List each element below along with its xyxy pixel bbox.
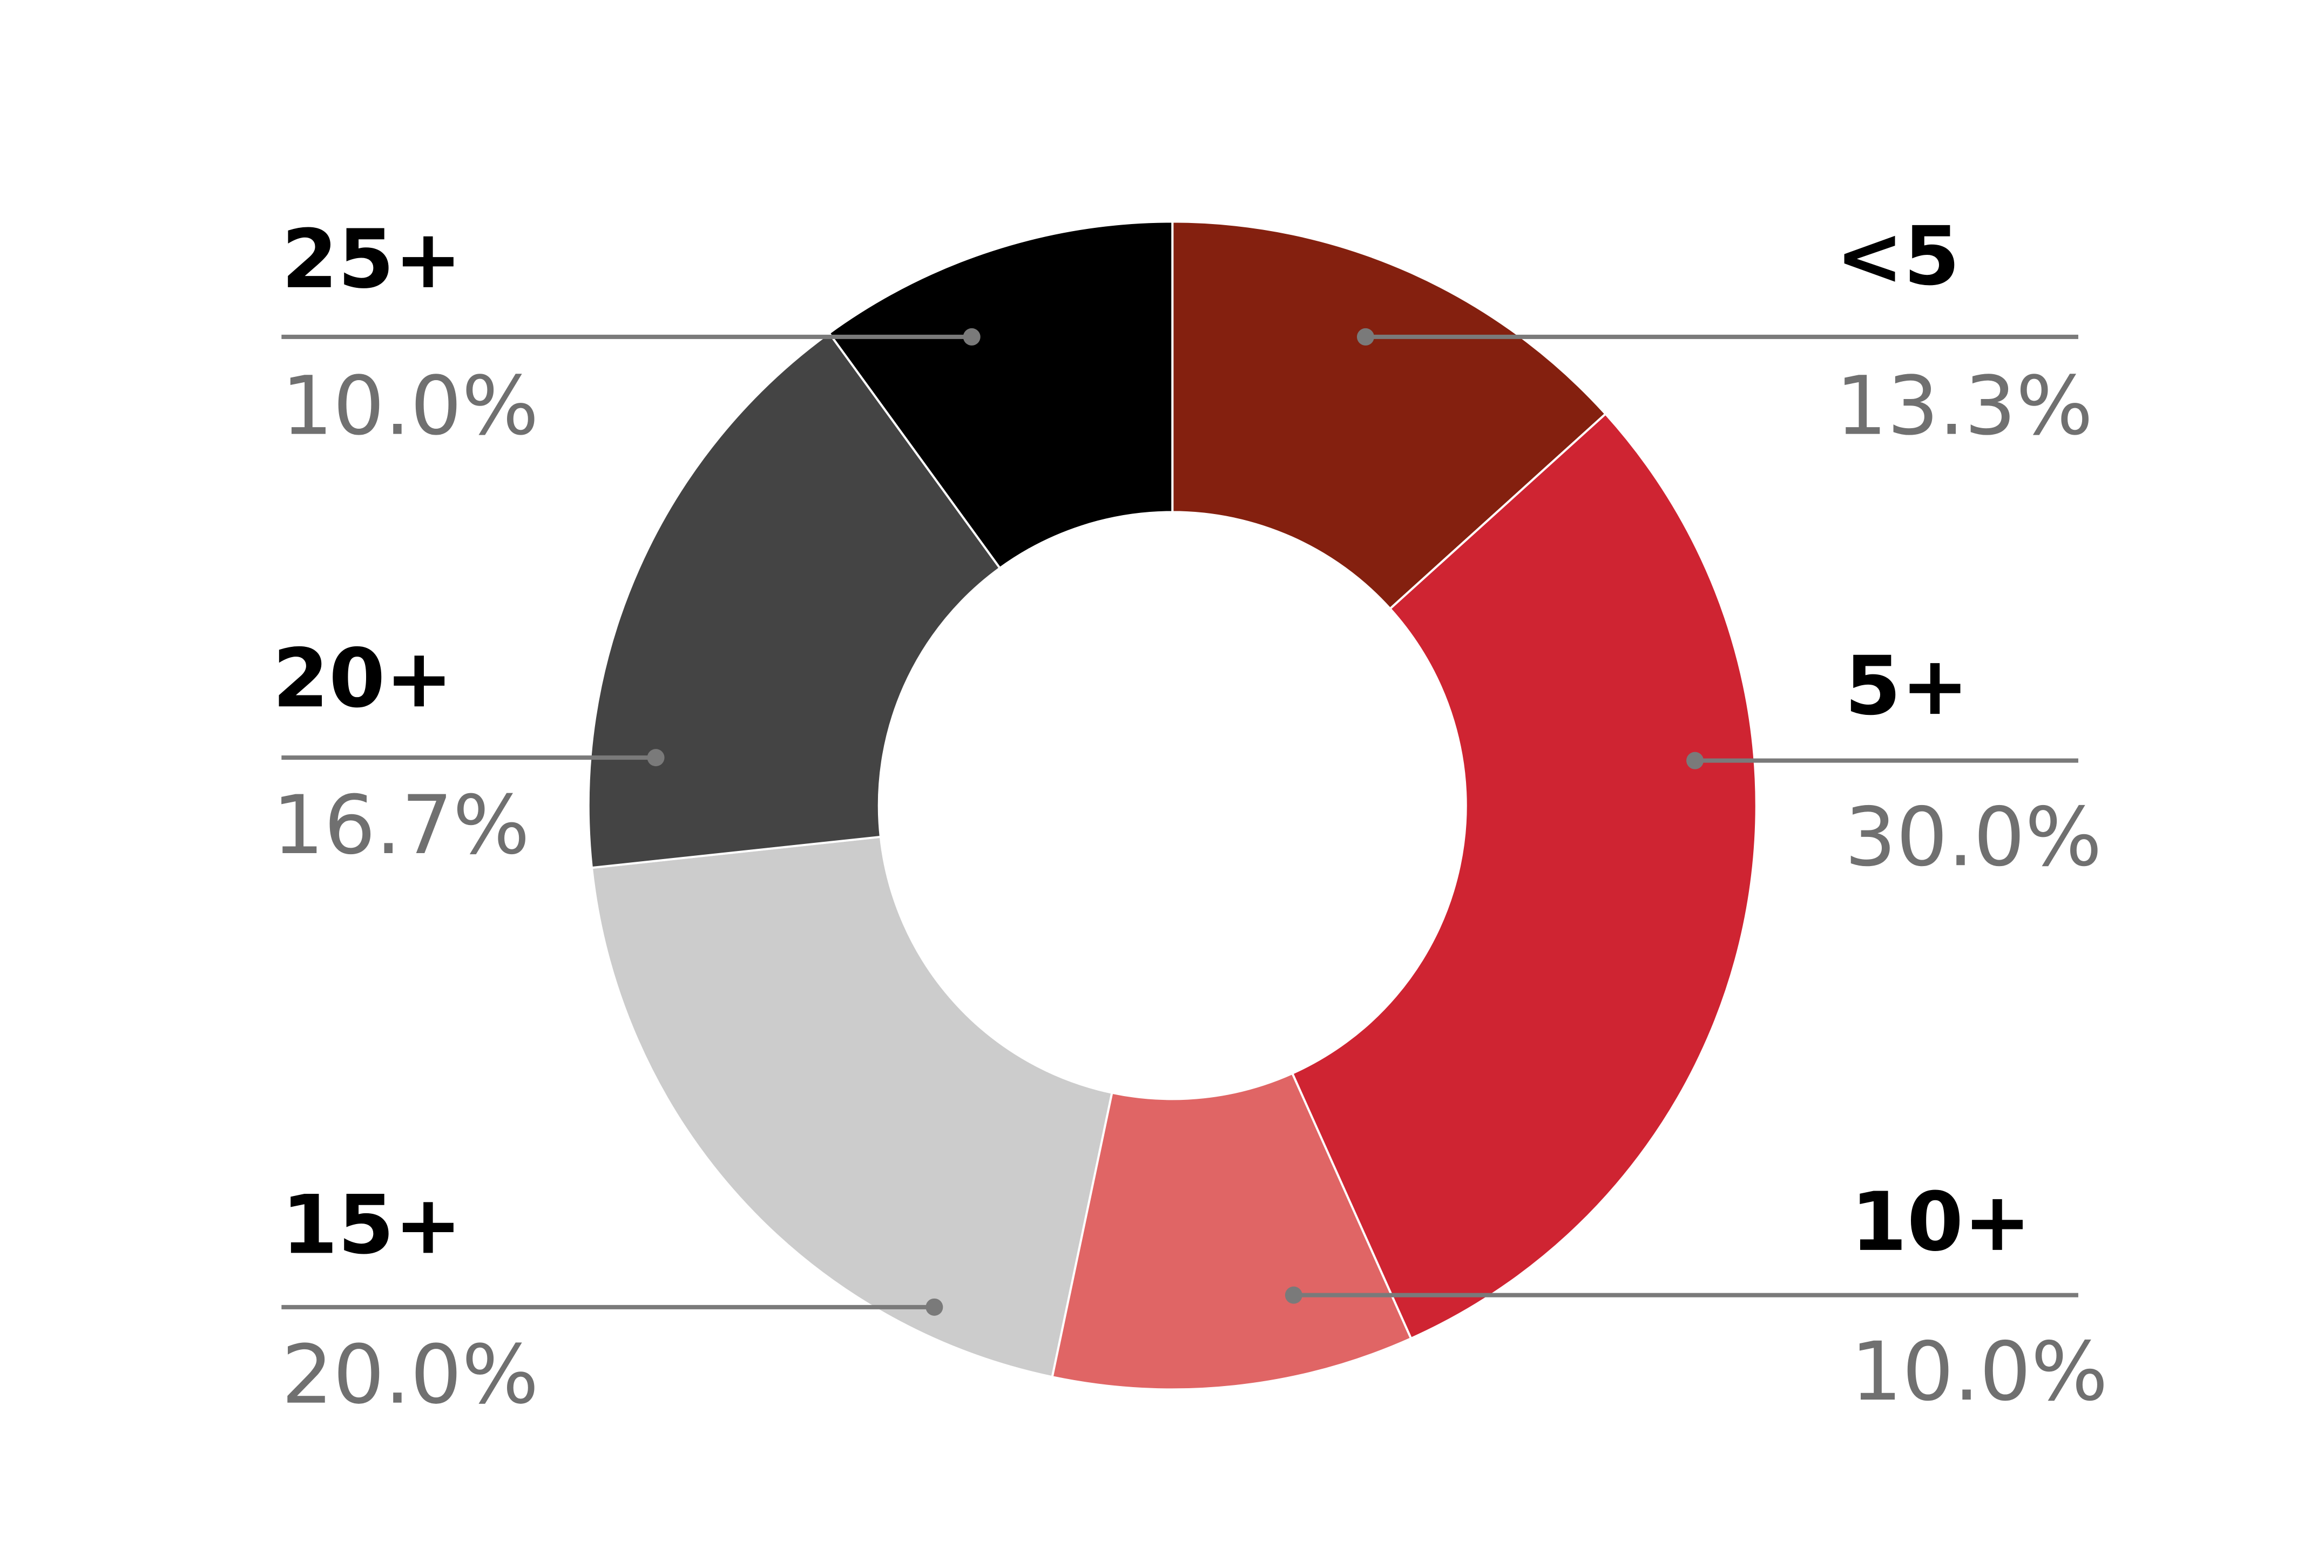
- leader-dot: [963, 328, 981, 346]
- donut-slice: [1291, 412, 1758, 1340]
- value-label: 16.7%: [273, 779, 530, 873]
- value-label: 10.0%: [281, 360, 539, 454]
- donut-slice: [587, 332, 1002, 869]
- value-label: 30.0%: [1845, 790, 2102, 884]
- leader-dot: [1285, 1286, 1302, 1304]
- leader-dot: [1686, 752, 1704, 769]
- donut-slice: [827, 220, 1174, 570]
- category-label: <5: [1836, 209, 1960, 303]
- donut-slice: [1171, 220, 1607, 611]
- leader-dot: [925, 1298, 943, 1316]
- category-label: 20+: [273, 632, 453, 726]
- value-label: 20.0%: [281, 1328, 539, 1422]
- leader-dot: [1356, 328, 1374, 346]
- donut-slice: [1051, 1072, 1413, 1391]
- category-label: 25+: [281, 213, 462, 307]
- value-label: 10.0%: [1850, 1325, 2108, 1419]
- category-label: 15+: [281, 1178, 462, 1272]
- value-label: 13.3%: [1836, 360, 2093, 454]
- leader-dot: [647, 749, 665, 767]
- donut-slice: [590, 835, 1113, 1378]
- category-label: 5+: [1845, 639, 1969, 733]
- category-label: 10+: [1850, 1175, 2031, 1269]
